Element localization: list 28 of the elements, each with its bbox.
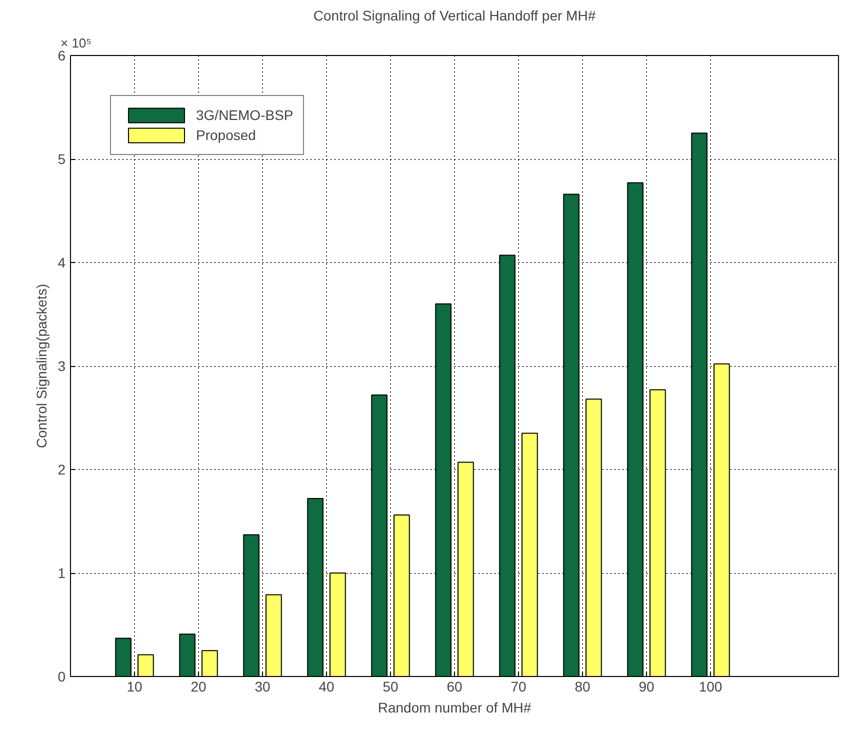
y-tick-label: 1 xyxy=(58,565,66,581)
y-tick-label: 2 xyxy=(58,462,66,478)
bar xyxy=(202,650,218,676)
chart-title: Control Signaling of Vertical Handoff per MH# xyxy=(313,8,596,24)
y-tick-label: 0 xyxy=(58,668,66,684)
x-tick-label: 90 xyxy=(638,678,654,694)
bar xyxy=(138,654,154,676)
legend-label: 3G/NEMO-BSP xyxy=(196,107,294,123)
x-tick-label: 10 xyxy=(126,678,142,694)
y-tick-label: 6 xyxy=(58,48,66,64)
y-tick-label: 4 xyxy=(58,254,66,270)
bar xyxy=(179,634,196,676)
x-tick-label: 50 xyxy=(382,678,398,694)
x-tick-label: 40 xyxy=(318,678,334,694)
x-tick-label: 100 xyxy=(698,678,722,694)
x-axis-title: Random number of MH# xyxy=(378,700,532,716)
bar xyxy=(115,638,132,676)
y-axis-title: Control Signaling(packets) xyxy=(34,284,50,448)
y-tick-label: 3 xyxy=(58,358,66,374)
legend-label: Proposed xyxy=(196,127,256,143)
bar xyxy=(266,594,282,676)
text: × 10⁵ xyxy=(60,36,92,50)
y-tick-label: 5 xyxy=(58,151,66,167)
x-tick-label: 60 xyxy=(446,678,462,694)
x-tick-label: 70 xyxy=(510,678,526,694)
x-tick-label: 20 xyxy=(190,678,206,694)
x-tick-label: 30 xyxy=(254,678,270,694)
x-tick-label: 80 xyxy=(574,678,590,694)
